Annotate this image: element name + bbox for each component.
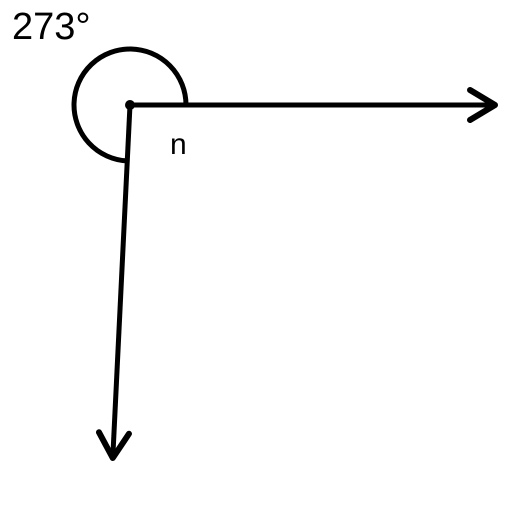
diagram-svg — [0, 0, 525, 509]
reflex-angle-label: 273° — [12, 6, 91, 49]
vertex-point — [125, 100, 135, 110]
inner-angle-label: n — [170, 128, 187, 162]
angle-diagram: 273° n — [0, 0, 525, 509]
